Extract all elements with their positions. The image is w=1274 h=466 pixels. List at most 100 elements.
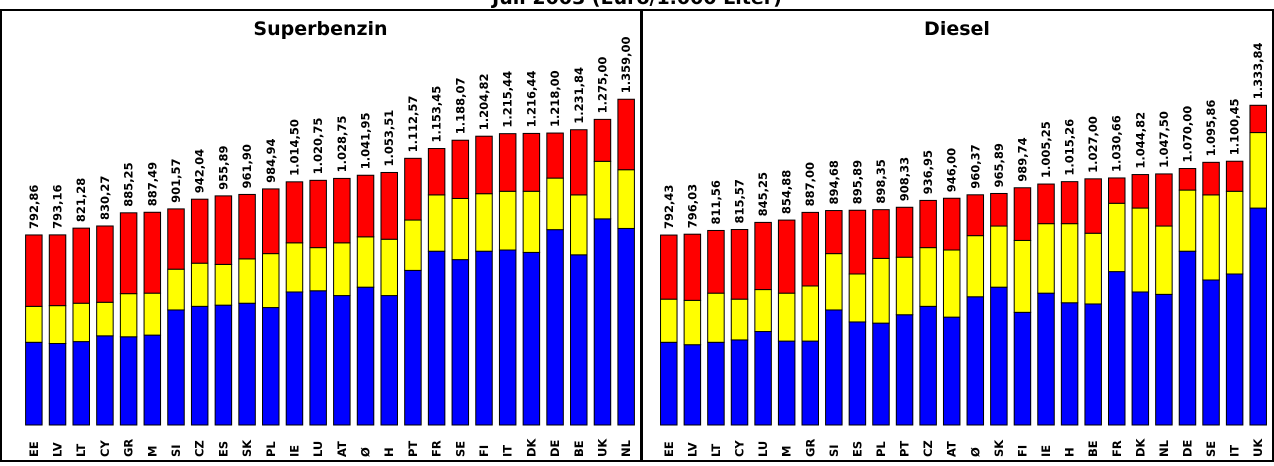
bar-segment-bottom — [309, 290, 327, 426]
bar-segment-middle — [25, 305, 43, 343]
bar-segment-bottom — [777, 340, 796, 426]
bar-segment-middle — [1131, 207, 1150, 293]
bar-PL: 984,94 PL — [262, 139, 280, 457]
bar-segment-top — [522, 132, 541, 192]
bar-segment-bottom — [143, 334, 162, 426]
data-label: 1.112,57 — [406, 96, 420, 153]
bar-PT: 1.112,57 PT — [404, 96, 422, 457]
bar-segment-bottom — [825, 309, 843, 426]
bar-segment-middle — [214, 263, 233, 306]
bar-segment-middle — [825, 253, 843, 311]
bar-segment-bottom — [262, 307, 280, 426]
bar-segment-middle — [1202, 194, 1220, 281]
bar-segment-bottom — [380, 295, 398, 426]
bar-SI: 901,57 SI — [167, 159, 185, 457]
bar-segment-top — [475, 135, 493, 195]
bar-segment-top — [380, 171, 398, 240]
data-label: 1.218,00 — [548, 70, 562, 127]
bar-segment-middle — [190, 262, 209, 307]
x-tick-label: SK — [992, 439, 1006, 457]
bar-segment-top — [451, 139, 470, 199]
x-tick-label: LV — [51, 442, 65, 457]
bar-segment-middle — [942, 249, 961, 318]
bar-EE: 792,43 EE — [660, 185, 678, 457]
data-label: 793,16 — [51, 184, 65, 228]
bar-UK: 1.333,84 UK — [1249, 43, 1267, 457]
data-label: 1.100,45 — [1228, 98, 1242, 155]
bar-segment-middle — [143, 292, 162, 336]
bar-segment-middle — [427, 194, 446, 252]
chart-title: Superbenzin — [253, 18, 387, 40]
bar-SE: 1.095,86 SE — [1202, 100, 1220, 457]
bar-BE: 1.027,00 BE — [1084, 116, 1102, 457]
bar-M: 887,49 M — [143, 162, 162, 457]
x-tick-label: CY — [733, 440, 747, 457]
bar-segment-top — [1131, 174, 1150, 209]
bar-CZ: 936,95 CZ — [919, 150, 937, 457]
x-tick-label: CY — [98, 440, 112, 457]
bar-segment-middle — [683, 299, 702, 346]
bar-segment-middle — [1108, 202, 1126, 273]
data-label: 1.015,26 — [1063, 119, 1077, 176]
bar-segment-bottom — [498, 249, 517, 426]
data-label: 1.231,84 — [572, 67, 586, 124]
x-tick-label: AT — [945, 441, 959, 457]
data-label: 1.044,82 — [1133, 112, 1147, 169]
data-label: 984,94 — [264, 139, 278, 183]
data-label: 1.027,00 — [1086, 116, 1100, 173]
data-label: 1.070,00 — [1180, 106, 1194, 163]
x-tick-label: PL — [874, 441, 888, 457]
bar-segment-middle — [546, 177, 564, 231]
bar-GR: 887,00 GR — [801, 162, 819, 457]
bar-segment-bottom — [25, 341, 43, 426]
data-label: 1.014,50 — [287, 119, 301, 176]
x-tick-label: GR — [803, 439, 817, 457]
data-label: 1.333,84 — [1251, 43, 1265, 100]
bar-segment-bottom — [190, 305, 209, 426]
bar-segment-bottom — [1084, 303, 1102, 426]
x-tick-label: PL — [264, 441, 278, 457]
data-label: 908,33 — [898, 157, 912, 201]
bar-segment-middle — [990, 225, 1008, 288]
bar-ES: 955,89 ES — [214, 145, 233, 457]
bar-SK: 965,89 SK — [990, 143, 1008, 457]
bar-EE: 792,86 EE — [25, 185, 43, 457]
data-label: 887,00 — [803, 162, 817, 206]
panel-frame — [641, 9, 1274, 462]
bar-FR: 1.030,66 FR — [1108, 115, 1126, 457]
x-tick-label: EE — [27, 441, 41, 457]
data-label: 1.204,82 — [477, 73, 491, 130]
bar-segment-bottom — [593, 218, 612, 426]
bar-segment-middle — [167, 268, 185, 311]
chart-title: Diesel — [924, 18, 990, 40]
bar-segment-bottom — [660, 341, 678, 426]
bar-segment-top — [498, 133, 517, 192]
x-tick-label: DE — [548, 439, 562, 457]
bar-segment-middle — [333, 242, 351, 297]
bar-segment-bottom — [1013, 311, 1032, 426]
data-label: 887,49 — [145, 162, 159, 206]
bar-segment-middle — [707, 292, 725, 343]
bar-segment-top — [730, 229, 749, 300]
bar-segment-middle — [48, 305, 67, 345]
bar-segment-bottom — [546, 229, 564, 426]
bar-segment-bottom — [72, 341, 90, 426]
x-tick-label: LT — [709, 444, 723, 457]
x-tick-label: FR — [430, 440, 444, 457]
bar-segment-top — [617, 98, 635, 171]
bar-segment-bottom — [96, 335, 114, 426]
x-tick-label: NL — [619, 439, 633, 457]
bar-AT: 1.028,75 AT — [333, 116, 351, 457]
bar-DE: 1.070,00 DE — [1178, 106, 1197, 457]
data-label: 961,90 — [240, 144, 254, 188]
bar-LV: 796,03 LV — [683, 184, 702, 457]
x-tick-label: LU — [311, 441, 325, 457]
x-tick-label: UK — [595, 438, 609, 457]
x-tick-label: IT — [1228, 445, 1242, 457]
bar-segment-bottom — [451, 259, 470, 426]
bar-segment-bottom — [427, 250, 446, 426]
bar-segment-middle — [1013, 239, 1032, 313]
x-tick-label: LV — [685, 442, 699, 457]
bar-segment-middle — [1225, 190, 1244, 275]
bar-segment-middle — [1060, 223, 1079, 304]
